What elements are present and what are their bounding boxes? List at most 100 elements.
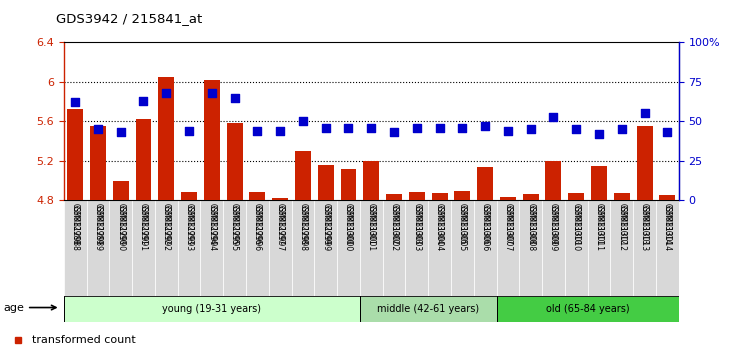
Text: GSM812999: GSM812999 [321,203,330,245]
Text: GSM812996: GSM812996 [253,205,262,251]
Bar [340,170,356,200]
Bar [409,192,424,200]
Point [456,125,468,130]
Bar [360,200,382,296]
Bar [200,200,223,296]
Text: GSM813007: GSM813007 [503,203,512,245]
Text: GSM812988: GSM812988 [70,203,80,245]
Bar [295,151,311,200]
Point [115,130,127,135]
Bar [250,192,266,200]
Bar [68,109,83,200]
Bar [496,296,679,322]
Point [206,90,218,96]
Point [92,126,104,132]
Bar [656,200,679,296]
Point [320,125,332,130]
Text: GSM813000: GSM813000 [344,203,353,245]
Bar [363,161,380,200]
Text: GSM813013: GSM813013 [640,205,649,251]
Bar [451,200,474,296]
Text: GSM813008: GSM813008 [526,205,536,251]
Text: GSM812989: GSM812989 [94,205,103,251]
Point [229,95,241,101]
Text: age: age [3,303,56,313]
Point [548,114,560,119]
Text: GSM812994: GSM812994 [207,203,216,245]
Text: GSM812997: GSM812997 [276,203,285,245]
Bar [226,123,242,200]
Bar [542,200,565,296]
Text: GSM812989: GSM812989 [94,203,103,245]
Bar [500,197,516,200]
Text: GSM813006: GSM813006 [481,205,490,251]
Bar [136,119,152,200]
Bar [112,181,129,200]
Bar [360,296,496,322]
Text: GSM813014: GSM813014 [663,203,672,245]
Text: GSM812991: GSM812991 [139,203,148,245]
Point [365,125,377,130]
Bar [633,200,656,296]
Bar [523,194,538,200]
Bar [474,200,496,296]
Bar [637,126,652,200]
Text: GSM813003: GSM813003 [413,203,422,245]
Text: GSM812998: GSM812998 [298,205,307,251]
Bar [178,200,200,296]
Text: GSM813004: GSM813004 [435,205,444,251]
Bar [204,80,220,200]
Text: GSM813011: GSM813011 [595,203,604,245]
Point [570,126,582,132]
Bar [86,200,109,296]
Bar [181,192,197,200]
Bar [268,200,292,296]
Bar [64,200,86,296]
Text: GSM812988: GSM812988 [70,205,80,251]
Bar [519,200,542,296]
Bar [659,195,675,200]
Text: GSM812992: GSM812992 [162,205,171,251]
Bar [110,200,132,296]
Bar [337,200,360,296]
Bar [386,194,402,200]
Point [160,90,172,96]
Text: GSM813005: GSM813005 [458,203,466,245]
Point [662,130,674,135]
Text: GSM812993: GSM812993 [184,205,194,251]
Point [616,126,628,132]
Text: GSM813006: GSM813006 [481,203,490,245]
Text: GSM812998: GSM812998 [298,203,307,245]
Bar [318,165,334,200]
Bar [406,200,428,296]
Text: GSM812992: GSM812992 [162,203,171,245]
Text: GSM813004: GSM813004 [435,203,444,245]
Text: GSM813012: GSM813012 [617,203,626,245]
Text: old (65-84 years): old (65-84 years) [546,304,629,314]
Text: GSM813010: GSM813010 [572,203,580,245]
Text: GSM812990: GSM812990 [116,205,125,251]
Point [638,110,650,116]
Text: GSM813009: GSM813009 [549,205,558,251]
Point [274,128,286,133]
Point [251,128,263,133]
Bar [158,77,174,200]
Bar [568,193,584,200]
Text: GSM812991: GSM812991 [139,205,148,251]
Bar [428,200,451,296]
Bar [610,200,633,296]
Text: young (19-31 years): young (19-31 years) [162,304,261,314]
Bar [588,200,610,296]
Text: GSM813008: GSM813008 [526,203,536,245]
Text: GSM812995: GSM812995 [230,203,239,245]
Bar [496,200,519,296]
Text: GSM813002: GSM813002 [389,205,398,251]
Text: GSM813011: GSM813011 [595,205,604,251]
Text: middle (42-61 years): middle (42-61 years) [377,304,479,314]
Point [411,125,423,130]
Bar [431,193,448,200]
Text: GSM813005: GSM813005 [458,205,466,251]
Text: GSM813001: GSM813001 [367,205,376,251]
Bar [545,161,562,200]
Bar [246,200,268,296]
